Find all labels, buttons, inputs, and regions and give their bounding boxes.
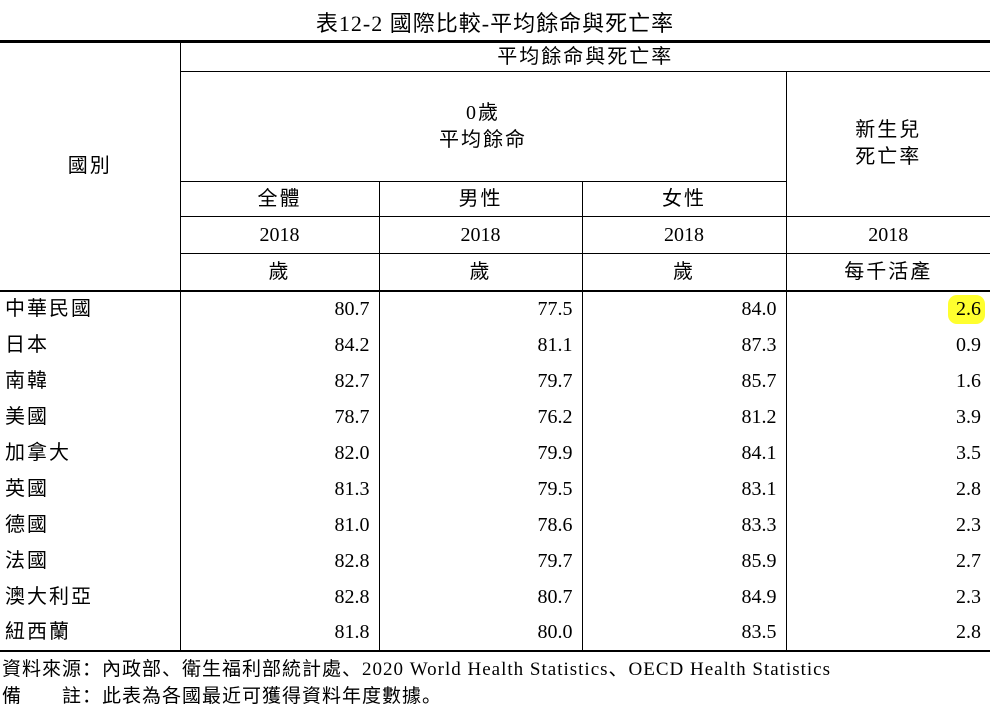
subheader-total: 全體 [179,181,379,217]
subheader-male: 男性 [378,181,582,217]
subheader-female: 女性 [581,181,786,217]
corner-header-country: 國別 [0,41,180,292]
value-cell: 85.7 [581,362,786,399]
unit-cell: 歲 [378,253,582,292]
country-cell: 紐西蘭 [0,614,180,652]
value-cell: 84.9 [581,578,786,615]
value-cell: 81.0 [179,506,379,543]
value-cell: 3.5 [785,434,990,471]
value-cell: 82.8 [179,542,379,579]
value-cell: 2.8 [785,470,990,507]
value-cell: 81.3 [179,470,379,507]
table-row: 法國 82.8 79.7 85.9 2.7 [0,542,990,579]
header-life-expectancy-at-0: 0歲 平均餘命 [179,71,786,182]
table-footer: 資料來源：內政部、衛生福利部統計處、2020 World Health Stat… [0,652,990,710]
table-row: 英國 81.3 79.5 83.1 2.8 [0,470,990,507]
value-cell: 81.8 [179,614,379,652]
country-cell: 德國 [5,513,49,536]
value-cell: 3.9 [785,398,990,435]
value-cell: 2.6 [785,290,990,327]
value-cell: 83.3 [581,506,786,543]
value-cell: 76.2 [378,398,582,435]
value-cell: 82.7 [179,362,379,399]
year-cell: 2018 [179,216,379,254]
country-cell: 加拿大 [5,441,71,464]
remark-note: 備 註：此表為各國最近可獲得資料年度數據。 [2,685,443,707]
value-cell: 84.1 [581,434,786,471]
value-cell: 81.2 [581,398,786,435]
value-cell: 2.3 [785,578,990,615]
value-cell: 78.7 [179,398,379,435]
unit-cell: 歲 [581,253,786,292]
year-cell: 2018 [378,216,582,254]
value-cell: 79.7 [378,542,582,579]
year-cell: 2018 [785,216,990,254]
value-cell: 2.7 [785,542,990,579]
table-row: 加拿大 82.0 79.9 84.1 3.5 [0,434,990,471]
table-row: 日本 84.2 81.1 87.3 0.9 [0,326,990,363]
value-cell: 80.7 [179,290,379,327]
header-row-top: 國別 平均餘命與死亡率 [0,41,990,292]
value-cell: 77.5 [378,290,582,327]
header-life-expectancy-mortality: 平均餘命與死亡率 [179,41,990,72]
value-cell: 2.3 [785,506,990,543]
value-cell: 1.6 [785,362,990,399]
table-row: 德國 81.0 78.6 83.3 2.3 [0,506,990,543]
header-row-subgroups: 全體 男性 女性 [0,181,990,217]
country-cell: 法國 [5,549,49,572]
value-cell: 79.5 [378,470,582,507]
table-title: 表12-2 國際比較-平均餘命與死亡率 [315,11,675,36]
source-note: 資料來源：內政部、衛生福利部統計處、2020 World Health Stat… [2,658,832,680]
life-expectancy-line2: 平均餘命 [439,128,527,151]
country-cell: 美國 [5,405,49,428]
life-expectancy-line1: 0歲 [466,101,500,124]
value-cell: 83.5 [581,614,786,652]
value-cell: 81.1 [378,326,582,363]
value-cell: 87.3 [581,326,786,363]
country-cell: 日本 [5,333,49,356]
table-row: 美國 78.7 76.2 81.2 3.9 [0,398,990,435]
table-row: 澳大利亞 82.8 80.7 84.9 2.3 [0,578,990,615]
header-row-groups: 0歲 平均餘命 新生兒 死亡率 [0,71,990,217]
newborn-mortality-line2: 死亡率 [855,146,922,168]
newborn-mortality-line1: 新生兒 [855,119,922,141]
unit-cell: 歲 [179,253,379,292]
table-row: 紐西蘭 81.8 80.0 83.5 2.8 [0,614,990,652]
table-row: 南韓 82.7 79.7 85.7 1.6 [0,362,990,399]
comparison-table: 國別 平均餘命與死亡率 0歲 平均餘命 新生兒 死亡率 全體 男性 女性 201… [0,40,990,652]
value-cell: 0.9 [785,326,990,363]
header-newborn-mortality: 新生兒 死亡率 [785,71,990,217]
unit-cell: 每千活產 [785,253,990,292]
value-cell: 2.8 [785,614,990,652]
country-cell: 中華民國 [5,298,93,320]
country-cell: 澳大利亞 [5,585,93,608]
value-cell: 84.0 [581,290,786,327]
value-cell: 83.1 [581,470,786,507]
highlighted-value: 2.6 [948,295,985,324]
value-cell: 79.7 [378,362,582,399]
country-cell: 英國 [5,477,49,500]
header-row-years: 2018 2018 2018 2018 [0,216,990,254]
value-cell: 85.9 [581,542,786,579]
value-cell: 78.6 [378,506,582,543]
value-cell: 79.9 [378,434,582,471]
header-row-units: 歲 歲 歲 每千活產 [0,253,990,292]
value-cell: 82.0 [179,434,379,471]
year-cell: 2018 [581,216,786,254]
value-cell: 84.2 [179,326,379,363]
country-cell: 南韓 [5,369,49,392]
value-cell: 82.8 [179,578,379,615]
value-cell: 80.0 [378,614,582,652]
value-cell: 80.7 [378,578,582,615]
table-row: 中華民國 80.7 77.5 84.0 2.6 [0,290,990,327]
